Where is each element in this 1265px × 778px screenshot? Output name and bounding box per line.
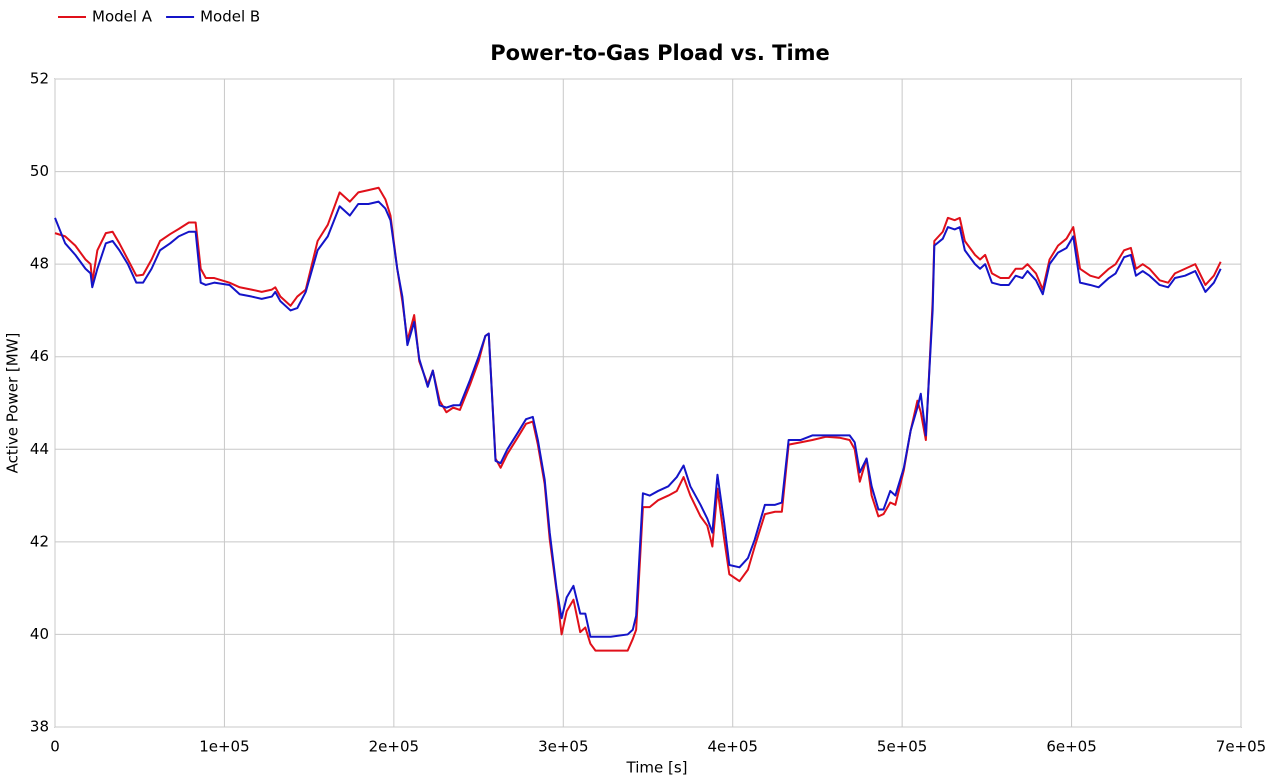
x-tick-label: 5e+05 (877, 738, 927, 756)
x-tick-label: 4e+05 (707, 738, 757, 756)
data-line (54, 200, 1222, 638)
x-tick-label: 6e+05 (1046, 738, 1096, 756)
plot-frame (54, 78, 1242, 728)
y-tick-label: 46 (30, 347, 49, 365)
x-tick-label: 3e+05 (538, 738, 588, 756)
y-tick-label: 42 (30, 532, 49, 550)
x-tick-label: 2e+05 (369, 738, 419, 756)
x-tick-label: 1e+05 (199, 738, 249, 756)
x-tick-label: 0 (50, 738, 60, 756)
x-axis-label: Time [s] (626, 759, 688, 777)
chart-title: Power-to-Gas Pload vs. Time (490, 41, 830, 65)
y-tick-label: 48 (30, 255, 49, 273)
legend-label: Model A (92, 8, 153, 26)
y-axis-label: Active Power [MW] (4, 333, 22, 474)
y-tick-label: 52 (30, 70, 49, 88)
y-tick-label: 50 (30, 162, 49, 180)
y-tick-label: 44 (30, 440, 49, 458)
legend-label: Model B (200, 8, 260, 26)
x-tick-label: 7e+05 (1216, 738, 1265, 756)
y-tick-label: 40 (30, 625, 49, 643)
y-tick-label: 38 (30, 718, 49, 736)
